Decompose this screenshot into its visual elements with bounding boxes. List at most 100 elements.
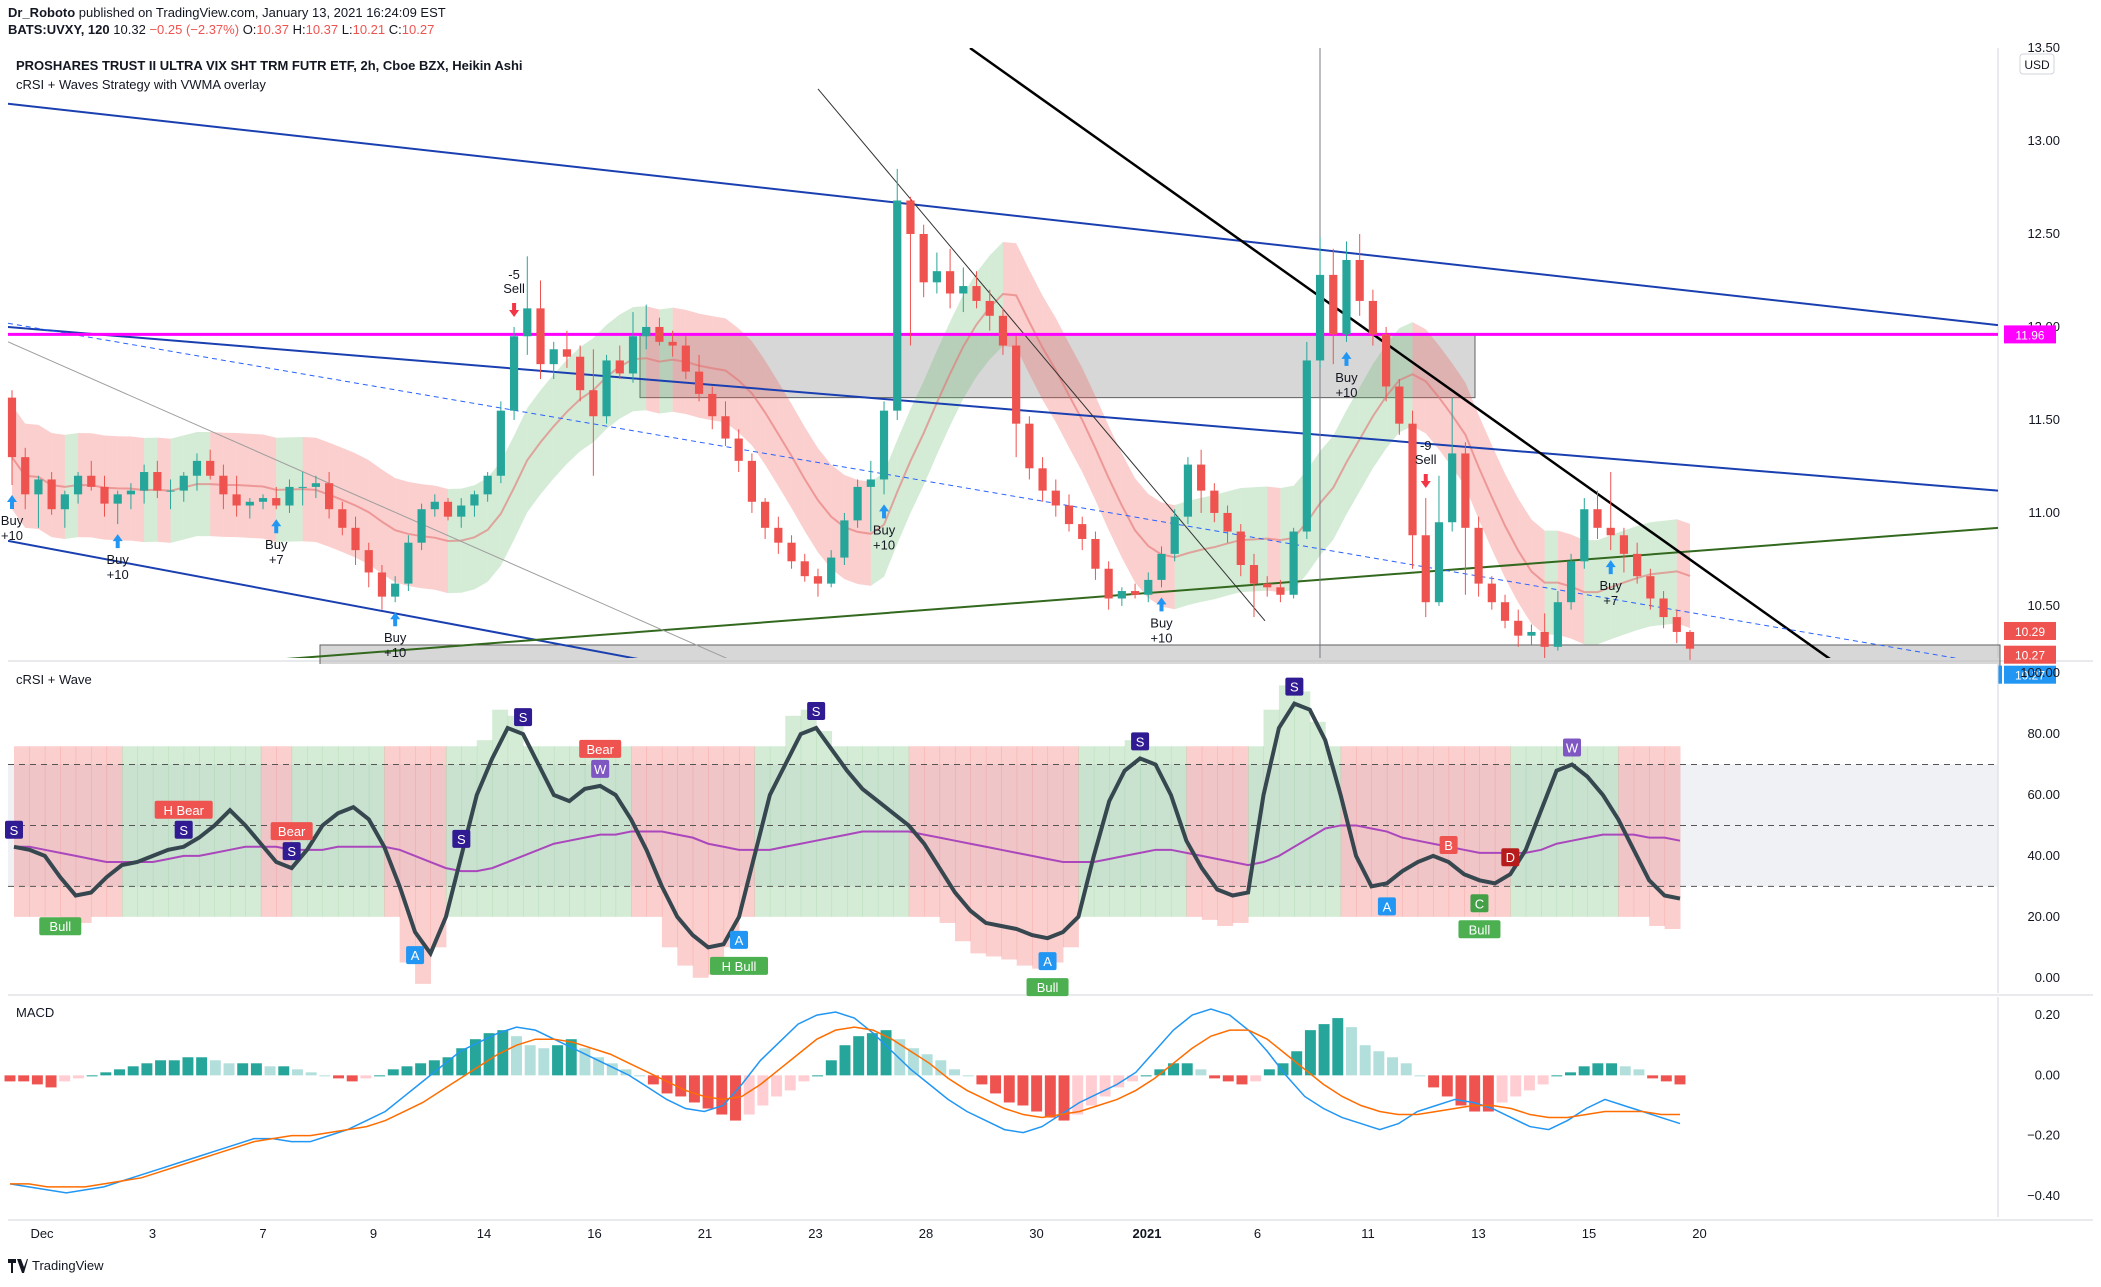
candle-body [694,371,704,394]
candle-body [642,326,651,337]
candle-body [272,498,281,506]
crsi-signal-label: H Bear [163,803,204,818]
crsi-title: cRSI + Wave [16,672,92,687]
crsi-signal-badge [406,946,425,965]
crsi-signal-label: B [1444,838,1453,853]
crsi-signal-badge [807,701,826,720]
time-axis-tick: 6 [1254,1226,1261,1241]
macd-histogram-bar [291,1069,303,1076]
macd-histogram-bar [401,1066,413,1076]
wave-band-segment [1541,746,1558,917]
buy-arrow-icon [271,519,282,534]
crsi-signal-label: Bear [586,742,614,757]
wave-band-segment [44,746,61,917]
macd-histogram-bar [305,1072,317,1076]
crsi-signal-label: S [1136,734,1145,749]
time-axis-tick: 3 [149,1226,156,1241]
buy-arrow-icon [1341,351,1352,366]
macd-histogram-bar [1496,1075,1508,1103]
macd-histogram-bar [1441,1075,1453,1097]
candle-body [1051,490,1060,506]
candle-body [1685,631,1695,649]
footer[interactable]: TradingView [8,1258,104,1273]
crsi-axis-tick: 20.00 [2027,909,2060,924]
macd-histogram-bar [1606,1063,1618,1076]
macd-histogram-bar [634,1075,646,1077]
price-label-box [2004,645,2056,664]
macd-histogram-bar [620,1069,632,1076]
price-change: −0.25 (−2.37%) [149,22,240,37]
wave-band-segment [1278,685,1295,917]
crsi-signal-badge [282,842,301,861]
macd-histogram-bar [18,1075,30,1082]
candle-body [1157,553,1166,580]
candle-body [1448,453,1457,523]
macd-histogram-bar [127,1066,139,1076]
candle-body [959,286,968,294]
wave-band-segment [1556,746,1573,917]
candle-body [34,479,43,495]
candle-body [1302,360,1311,532]
wave-band-segment [1433,746,1450,917]
candle-body [668,341,677,346]
time-axis-tick: 28 [919,1226,933,1241]
candle-body [364,550,373,573]
macd-histogram-bar [798,1075,810,1082]
crsi-signal-badge [5,820,23,839]
author-name[interactable]: Dr_Roboto [8,5,76,20]
candle-body [1197,464,1206,491]
candle-body [206,460,215,476]
candle-body [734,438,743,461]
macd-histogram-bar [935,1060,947,1076]
candle-body [1619,535,1629,554]
macd-histogram-bar [114,1069,125,1076]
macd-histogram-bar [1263,1069,1275,1076]
macd-histogram-bar [1373,1051,1385,1076]
candle-body [60,494,69,510]
macd-histogram-bar [839,1045,851,1076]
macd-histogram-bar [1359,1045,1371,1076]
wave-band-segment [1294,691,1311,917]
candle-body [1210,490,1219,513]
crsi-signal-badge [1285,677,1304,696]
candle-body [1395,386,1404,424]
candle-body [1117,591,1126,599]
time-axis-tick: 16 [587,1226,601,1241]
candle-body [827,557,836,584]
wave-band-segment [137,746,154,917]
macd-histogram-bar [1168,1063,1179,1076]
currency-badge [2019,53,2055,75]
buy-size-label: +10 [1150,630,1172,645]
macd-histogram-bar [250,1063,262,1076]
time-axis-tick: 2021 [1133,1226,1162,1241]
chart-header: Dr_Roboto published on TradingView.com, … [8,4,446,38]
candle-body [391,583,400,597]
wave-band-segment [214,746,231,917]
candle-body [1382,334,1391,387]
macd-histogram-bar [428,1060,440,1076]
candle-body [1263,583,1272,588]
macd-histogram-bar [976,1075,988,1085]
macd-histogram-bar [579,1048,591,1076]
crsi-signal-label: S [1290,680,1299,695]
symbol-interval[interactable]: BATS:UVXY, 120 [8,22,110,37]
candle-body [1078,524,1087,539]
candle-body [945,271,955,294]
macd-histogram-bar [1428,1075,1440,1088]
candle-body [1580,509,1589,562]
buy-label: Buy [1600,578,1623,593]
buy-arrow-icon [112,534,123,549]
candle-body [985,300,994,316]
buy-label: Buy [265,537,288,552]
wave-band-segment [831,746,848,917]
wave-band-segment [152,746,169,917]
macd-histogram-bar [1085,1075,1097,1106]
price-axis-tick: 12.50 [2027,226,2060,241]
candle-body [21,457,30,495]
candle-body [589,390,598,417]
middle-channel-line [8,325,1998,492]
macd-histogram-bar [1469,1075,1481,1112]
price-label-box [2004,325,2056,344]
crsi-signal-label: S [457,832,466,847]
